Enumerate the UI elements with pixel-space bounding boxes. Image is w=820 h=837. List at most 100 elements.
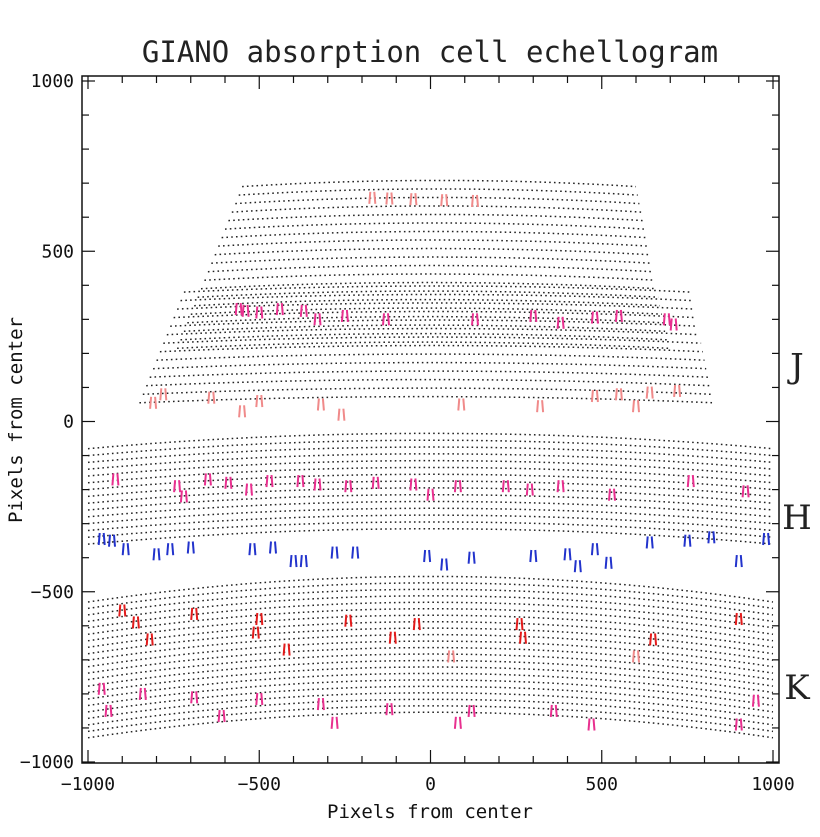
absorption-line-mark [385,192,394,205]
absorption-line-mark [340,309,349,322]
absorption-line-mark [734,612,743,626]
absorption-line-mark [179,490,188,503]
absorption-line-mark [149,396,158,409]
order-trace [149,370,708,378]
absorption-line-mark [108,534,116,547]
order-trace [87,480,774,498]
absorption-line-mark [457,398,466,411]
order-trace [87,705,774,733]
absorption-line-mark [97,682,106,695]
order-trace [87,466,774,484]
absorption-line-mark [313,478,322,491]
y-tick-label: −500 [31,582,74,603]
absorption-line-mark [251,626,260,639]
absorption-line-mark [388,631,397,644]
absorption-line-mark [669,318,678,331]
y-tick-label: 0 [63,412,74,433]
absorption-line-mark [632,650,640,663]
order-trace [87,521,774,539]
y-tick-label: 1000 [31,71,74,92]
absorption-line-mark [453,480,462,493]
absorption-line-mark [203,473,212,486]
order-trace [224,222,645,230]
absorption-line-mark [145,633,154,646]
order-trace [242,179,637,188]
order-trace [238,188,638,196]
x-axis-label: Pixels from center [327,801,533,823]
absorption-line-mark [330,546,339,559]
x-tick-label: −500 [238,774,281,795]
absorption-line-mark [741,485,750,498]
absorption-line-mark [313,313,322,326]
chart-title: GIANO absorption cell echellogram [142,35,718,69]
absorption-line-mark [299,555,308,568]
absorption-line-mark [515,618,524,631]
absorption-line-mark [590,311,599,324]
absorption-line-mark [368,191,377,204]
order-trace [177,341,669,350]
absorption-line-mark [604,556,613,569]
order-trace [87,608,774,636]
absorption-line-mark [248,543,257,556]
absorption-line-mark [467,704,476,717]
absorption-line-mark [529,309,538,322]
order-traces [87,179,774,739]
absorption-line-mark [282,643,291,656]
absorption-line-mark [255,612,264,626]
order-trace [87,528,774,545]
absorption-line-mark [351,546,360,559]
order-trace [211,256,652,264]
order-trace [142,387,712,396]
absorption-line-mark [649,633,658,646]
absorption-line-mark [224,476,233,489]
absorption-line-mark [501,480,510,493]
order-trace [87,439,774,457]
plot-frame [81,75,780,764]
order-trace [87,666,774,694]
order-trace [87,672,774,700]
absorption-line-mark [590,389,599,403]
absorption-line-mark [453,716,462,729]
absorption-line-mark [382,313,390,326]
absorption-line-mark [529,549,538,563]
absorption-line-mark [762,532,771,546]
band-labels: J H K [782,346,812,708]
x-tick-label: −1000 [61,774,115,795]
absorption-line-mark [296,475,305,488]
absorption-line-mark [255,306,264,319]
order-trace [87,514,774,532]
absorption-line-mark [608,488,616,501]
order-trace [183,324,666,333]
order-trace [159,344,703,353]
order-trace [87,575,774,603]
y-axis-label: Pixels from center [5,317,27,523]
absorption-line-mark [207,391,216,404]
absorption-line-mark [265,475,274,488]
order-trace [156,353,705,361]
absorption-line-mark [686,475,695,488]
order-trace [87,507,774,525]
absorption-line-mark [662,313,671,326]
absorption-line-mark [525,483,534,496]
order-trace [218,239,649,247]
order-trace [87,446,774,464]
order-trace [87,627,774,655]
absorption-line-mark [751,694,760,707]
order-trace [87,640,774,668]
absorption-line-mark [734,718,743,731]
band-label-k: K [784,668,810,708]
y-tick-label: −1000 [20,752,74,773]
absorption-lines [97,191,771,731]
order-trace [87,582,774,610]
absorption-line-mark [556,316,565,329]
absorption-line-mark [255,395,264,408]
absorption-line-mark [138,687,147,700]
y-tick-label: 500 [41,241,74,262]
order-trace [231,205,642,213]
absorption-line-mark [471,313,479,326]
absorption-line-mark [152,548,161,561]
absorption-line-mark [587,718,596,731]
absorption-line-mark [269,541,277,554]
absorption-line-mark [238,405,247,418]
order-trace [87,653,774,681]
